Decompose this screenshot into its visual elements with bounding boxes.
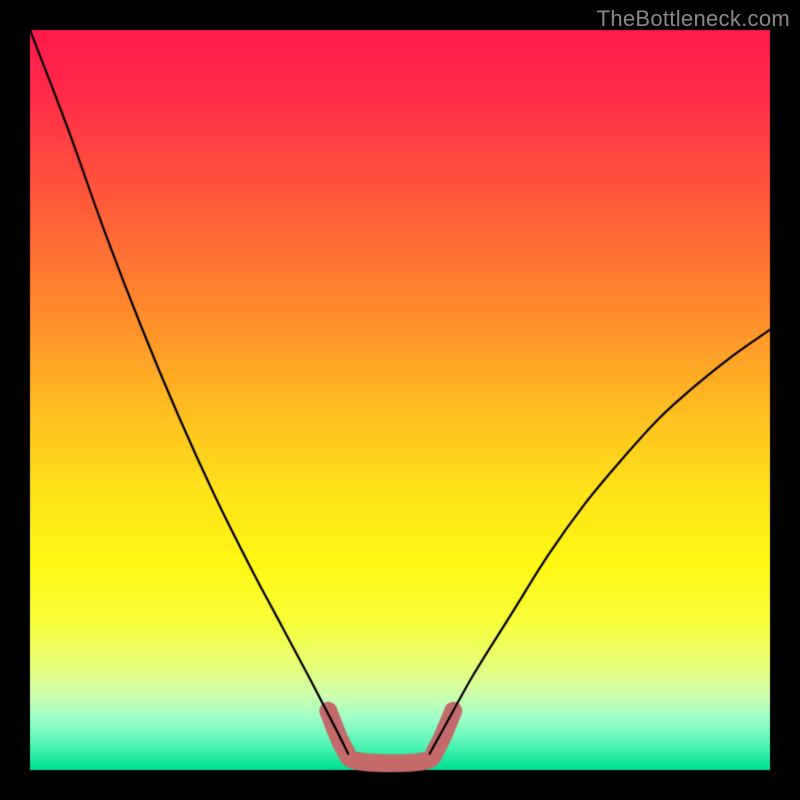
bottleneck-curve-chart [0,0,800,800]
watermark-label: TheBottleneck.com [597,6,790,32]
